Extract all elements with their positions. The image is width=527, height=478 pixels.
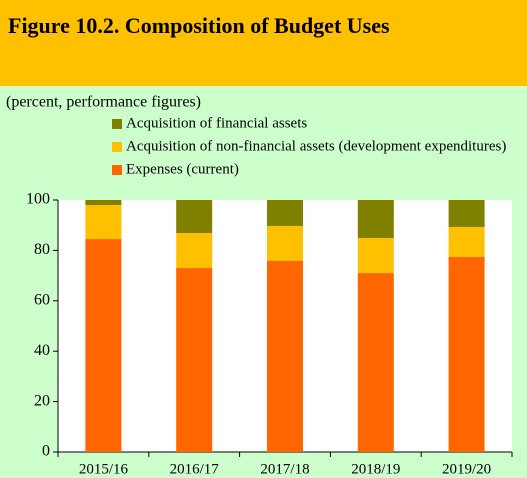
y-tick-label: 20	[34, 392, 50, 409]
x-tick-label: 2019/20	[442, 461, 491, 477]
bar-segment	[357, 238, 394, 274]
bar-segment	[448, 226, 485, 257]
bar-segment	[357, 273, 394, 452]
legend-swatch	[112, 165, 122, 175]
legend-label: Acquisition of non-financial assets (dev…	[126, 138, 506, 154]
bar-segment	[267, 225, 303, 261]
bar-segment	[176, 200, 213, 234]
legend-swatch	[112, 119, 122, 129]
bar-segment	[85, 200, 122, 206]
y-tick-label: 0	[42, 443, 50, 460]
bar-segment	[176, 268, 213, 452]
x-tick-label: 2015/16	[79, 461, 129, 477]
legend-swatch	[112, 142, 122, 152]
chart-subtitle: (percent, performance figures)	[6, 94, 201, 111]
bar-segment	[448, 256, 485, 452]
legend-label: Expenses (current)	[126, 161, 239, 177]
bar-segment	[448, 200, 485, 227]
y-tick-label: 40	[34, 342, 50, 359]
bar-segment	[267, 260, 303, 452]
x-tick-label: 2017/18	[260, 461, 309, 477]
bar-segment	[267, 200, 303, 226]
x-tick-label: 2016/17	[170, 461, 220, 477]
y-tick-label: 80	[34, 241, 50, 258]
y-tick-label: 60	[34, 291, 50, 308]
bar-segment	[176, 233, 213, 269]
x-tick-label: 2018/19	[351, 461, 400, 477]
chart-title: Figure 10.2. Composition of Budget Uses	[8, 13, 390, 38]
bar-segment	[85, 205, 122, 240]
legend-label: Acquisition of financial assets	[126, 115, 307, 131]
y-tick-label: 100	[26, 191, 50, 208]
header	[0, 0, 527, 86]
bar-segment	[357, 200, 394, 239]
bar-segment	[85, 239, 122, 452]
